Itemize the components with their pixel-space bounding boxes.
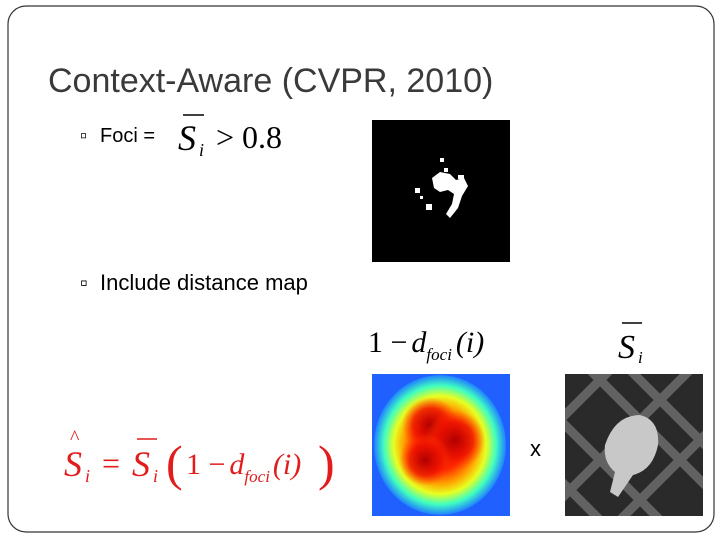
formula-symbol: S (178, 118, 196, 158)
bullet: ▫ (80, 270, 88, 295)
bird-shape (604, 415, 659, 497)
bullet: ▫ (80, 125, 87, 147)
distance-term: 1 − dfoci (i) (186, 448, 301, 486)
equation: S ^ i = S i ( 1 − dfoci (i) ) (64, 427, 335, 491)
bullet-text: Foci = (100, 125, 155, 147)
formula-subscript: i (199, 140, 204, 160)
operator: x (530, 436, 541, 461)
formula-argument: (i) (273, 448, 301, 481)
formula-subscript: i (153, 466, 158, 486)
formula-symbol: S (618, 329, 635, 366)
formula-paren: ) (318, 435, 335, 491)
distance-map-heat (374, 375, 506, 515)
slide-title: Context-Aware (CVPR, 2010) (48, 62, 493, 100)
formula-subscript: foci (244, 467, 270, 486)
formula-paren: ( (166, 435, 183, 491)
distance-label: 1 − dfoci (i) (368, 326, 484, 364)
formula-symbol: S (64, 444, 82, 484)
hat: ^ (70, 427, 80, 449)
foci-spots (415, 158, 468, 218)
formula-symbol: S (132, 444, 150, 484)
formula-subscript: foci (426, 345, 452, 364)
slide-frame (7, 5, 715, 533)
formula-eq: = (102, 445, 120, 481)
formula-prefix: 1 − (186, 448, 225, 481)
bullet-text: Include distance map (100, 270, 308, 295)
formula-prefix: 1 − (368, 326, 407, 359)
formula-relation: > 0.8 (216, 119, 282, 155)
formula-symbol: d (411, 326, 427, 359)
formula-subscript: i (85, 466, 90, 486)
formula-subscript: i (638, 348, 643, 367)
formula-argument: (i) (456, 326, 484, 359)
formula-symbol: d (229, 448, 245, 481)
